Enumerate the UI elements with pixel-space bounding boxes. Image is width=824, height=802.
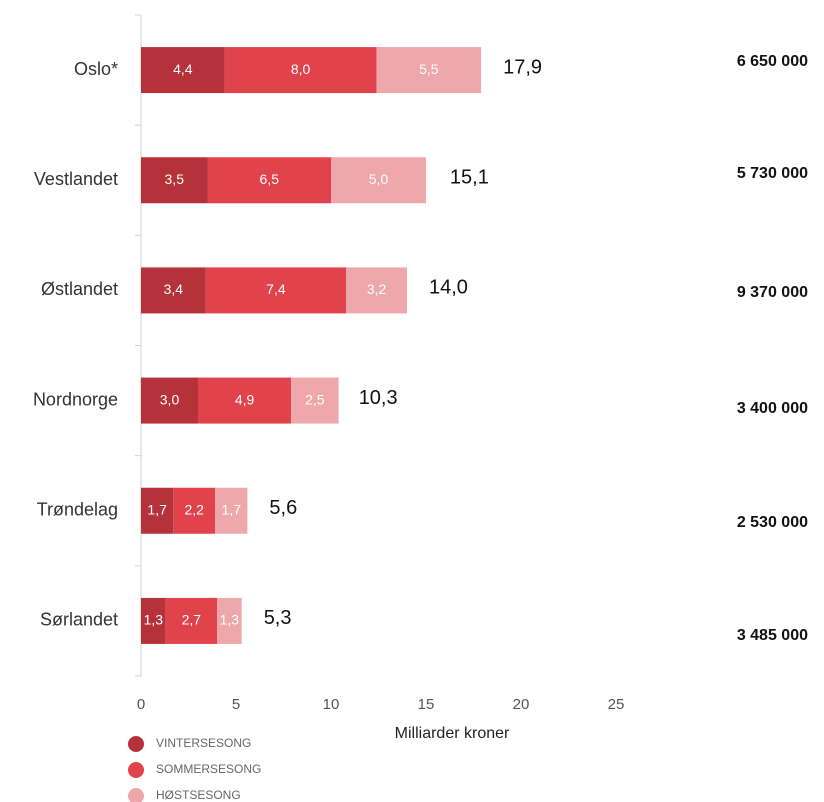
- legend-label: HØSTSESONG: [156, 788, 241, 802]
- bar-segment: [141, 157, 208, 204]
- data-label: 2,7: [182, 612, 202, 628]
- x-tick-label: 20: [513, 696, 530, 713]
- x-tick-label: 10: [323, 696, 340, 713]
- bar-segment: [217, 597, 242, 644]
- side-label: 9 370 000: [737, 284, 808, 301]
- legend-marker: [128, 736, 144, 752]
- x-tick-label: 5: [232, 696, 240, 713]
- side-label: 5 730 000: [737, 165, 808, 182]
- data-label: 2,5: [305, 391, 325, 407]
- bar-segment: [165, 597, 217, 644]
- data-label: 3,0: [160, 391, 180, 407]
- side-label: 3 485 000: [737, 627, 808, 644]
- data-label: 3,2: [367, 281, 387, 297]
- data-label: 1,7: [222, 501, 242, 517]
- data-label: 3,4: [164, 281, 184, 297]
- bar-segment: [207, 157, 331, 204]
- data-label: 4,9: [235, 391, 255, 407]
- bar-segment: [376, 47, 482, 94]
- legend-marker: [128, 788, 144, 802]
- total-label: 14,0: [429, 277, 468, 299]
- bar-segment: [141, 377, 198, 424]
- data-label: 1,3: [144, 612, 164, 628]
- category-label: Vestlandet: [34, 169, 118, 189]
- total-label: 5,3: [264, 607, 292, 629]
- category-label: Oslo*: [74, 59, 118, 79]
- bar-segment: [346, 267, 407, 314]
- data-label: 5,0: [369, 171, 389, 187]
- data-label: 1,7: [147, 501, 167, 517]
- category-label: Nordnorge: [33, 389, 118, 409]
- total-label: 15,1: [450, 167, 489, 189]
- total-label: 17,9: [503, 56, 542, 78]
- bar-segment: [224, 47, 377, 94]
- bar-segment: [291, 377, 339, 424]
- bar-segment: [141, 47, 225, 94]
- bar-segment: [173, 487, 216, 534]
- bar-segment: [141, 267, 206, 314]
- data-label: 1,3: [220, 612, 240, 628]
- category-label: Østlandet: [41, 279, 118, 299]
- legend-label: SOMMERSESONG: [156, 762, 261, 776]
- total-label: 5,6: [269, 497, 297, 519]
- data-label: 6,5: [260, 171, 280, 187]
- bar-segment: [141, 597, 166, 644]
- bar-segment: [141, 487, 174, 534]
- data-label: 8,0: [291, 61, 311, 77]
- legend-label: VINTERSESONG: [156, 736, 251, 750]
- data-label: 2,2: [184, 501, 204, 517]
- total-label: 10,3: [359, 387, 398, 409]
- data-label: 4,4: [173, 61, 193, 77]
- x-tick-label: 15: [418, 696, 435, 713]
- x-tick-label: 25: [608, 696, 625, 713]
- x-axis-title: Milliarder kroner: [395, 725, 510, 742]
- x-tick-label: 0: [137, 696, 145, 713]
- bar-segment: [215, 487, 248, 534]
- data-label: 5,5: [419, 61, 439, 77]
- data-label: 7,4: [266, 281, 286, 297]
- side-label: 6 650 000: [737, 53, 808, 70]
- category-label: Trøndelag: [37, 500, 118, 520]
- data-label: 3,5: [165, 171, 185, 187]
- legend-marker: [128, 762, 144, 778]
- bar-segment: [331, 157, 426, 204]
- bar-segment: [205, 267, 347, 314]
- bar-segment: [198, 377, 292, 424]
- category-label: Sørlandet: [40, 610, 118, 630]
- side-label: 2 530 000: [737, 514, 808, 531]
- side-label: 3 400 000: [737, 400, 808, 417]
